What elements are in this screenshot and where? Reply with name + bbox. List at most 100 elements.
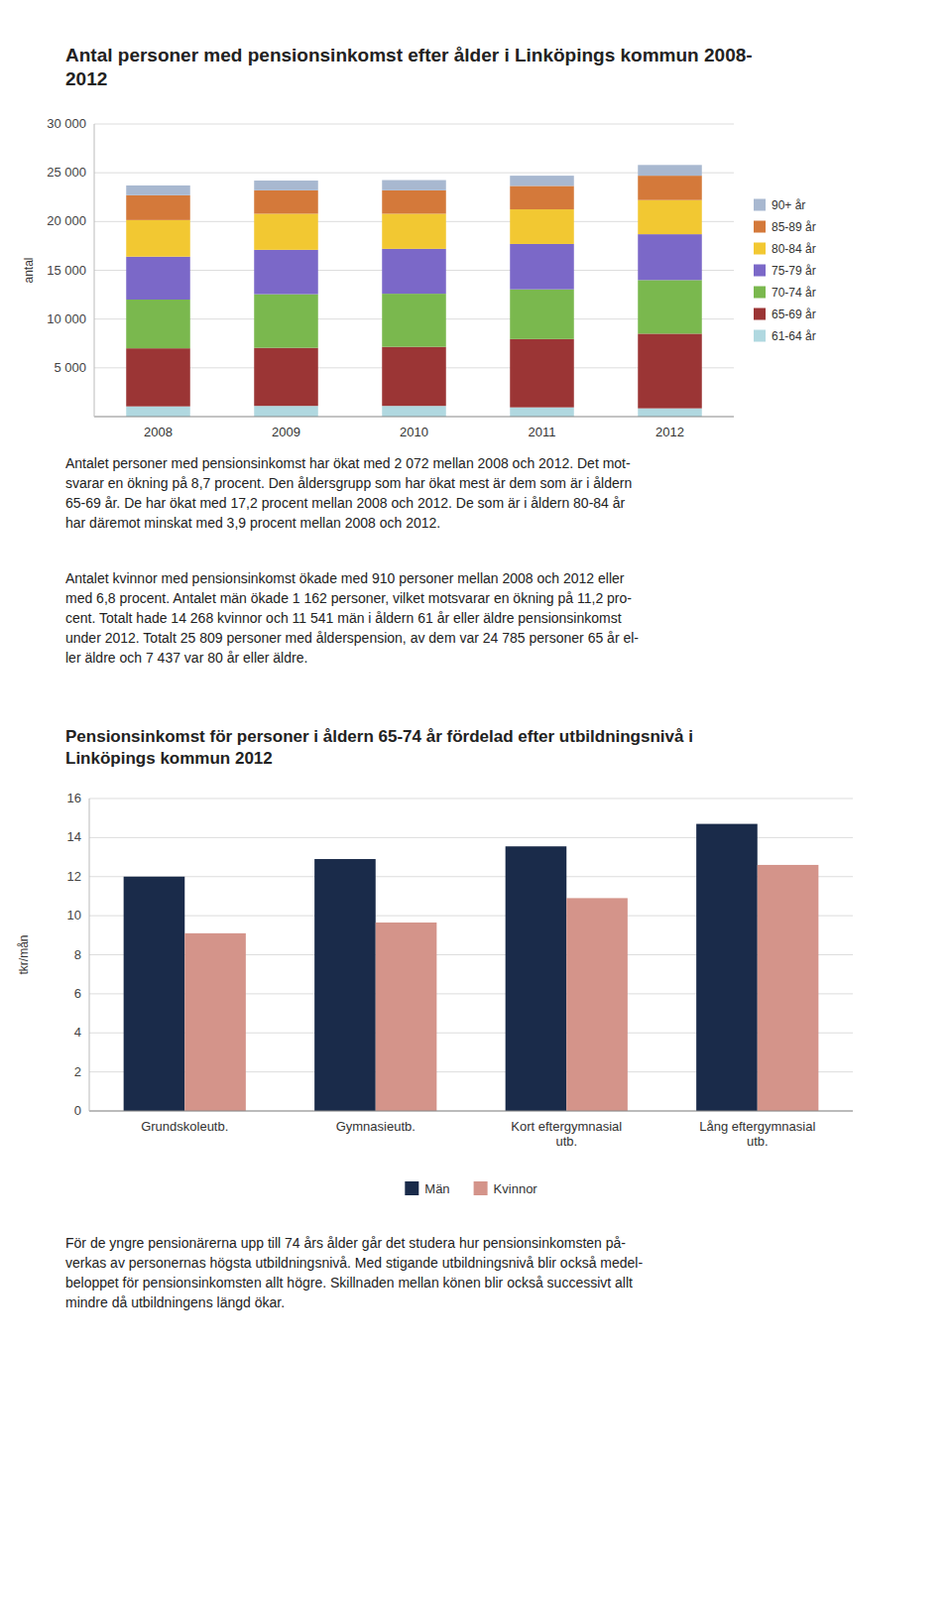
x-tick-label: Grundskoleutb. xyxy=(140,1118,229,1134)
bar-segment xyxy=(637,200,703,235)
legend-label: 70-74 år xyxy=(771,285,817,300)
y-axis-line xyxy=(94,123,96,417)
legend-label: 80-84 år xyxy=(771,241,817,256)
legend: Män Kvinnor xyxy=(404,1181,538,1196)
legend-swatch xyxy=(753,330,766,343)
text-line: Antalet kvinnor med pensionsinkomst ökad… xyxy=(65,570,625,587)
legend-label: 65-69 år xyxy=(771,307,817,322)
chart: Pensionsinkomst för personer i åldern 65… xyxy=(16,726,853,1310)
bar-segment xyxy=(253,190,319,215)
y-tick-label: 30 000 xyxy=(46,116,87,131)
text-line: 2008 xyxy=(143,424,173,440)
bar xyxy=(375,922,438,1111)
text-line: Linköpings kommun 2012 xyxy=(65,748,273,768)
legend-swatch xyxy=(753,221,766,234)
legend-swatch xyxy=(753,286,766,299)
legend-label: Kvinnor xyxy=(493,1181,539,1196)
text-line: verkas av personernas högsta utbildnings… xyxy=(65,1254,643,1271)
y-tick-label: 10 000 xyxy=(46,311,87,327)
grid xyxy=(94,123,734,368)
bar-segment xyxy=(253,213,319,249)
bar-segment xyxy=(637,234,703,280)
bar-segment xyxy=(509,243,575,290)
annotation: Antalet kvinnor med pensionsinkomst ökad… xyxy=(65,570,639,666)
bar-segment xyxy=(509,185,575,210)
bar xyxy=(566,897,628,1111)
bar-segment xyxy=(125,185,191,196)
bar-segment xyxy=(125,406,191,417)
bar-segment xyxy=(253,180,319,191)
y-tick-label: 0 xyxy=(74,1102,82,1118)
bar-segment xyxy=(637,164,703,176)
y-tick-label: 5 000 xyxy=(53,359,87,375)
x-axis-line xyxy=(89,1110,853,1112)
bar-segment xyxy=(637,175,703,201)
x-tick-label: 2009 xyxy=(271,424,301,440)
x-tick-label: Lång eftergymnasialutb. xyxy=(699,1118,816,1149)
text-line: 2010 xyxy=(399,424,429,440)
chart-title: Pensionsinkomst för personer i åldern 65… xyxy=(65,726,694,768)
bar-segment xyxy=(509,175,575,186)
bar-segment xyxy=(509,407,575,417)
text-line: utb. xyxy=(746,1133,769,1149)
y-tick-label: 20 000 xyxy=(46,213,87,229)
legend-label: 75-79 år xyxy=(771,263,817,278)
bar-segment xyxy=(381,405,447,417)
y-tick-label: 15 000 xyxy=(46,262,87,278)
text-line: Antalet personer med pensionsinkomst har… xyxy=(65,455,631,472)
text-line: under 2012. Totalt 25 809 personer med å… xyxy=(65,629,639,646)
bar-segment xyxy=(381,180,447,191)
text-line: Lång eftergymnasial xyxy=(699,1118,816,1134)
y-axis-label: antal xyxy=(21,256,36,283)
y-tick-label: 14 xyxy=(67,829,82,844)
text-line: svarar en ökning på 8,7 procent. Den åld… xyxy=(65,475,632,491)
grid-line xyxy=(89,798,853,800)
bar-segment xyxy=(253,405,319,417)
bar xyxy=(184,933,246,1111)
annotation: För de yngre pensionärerna upp till 74 å… xyxy=(65,1234,643,1310)
bar xyxy=(505,845,568,1111)
text-line: har däremot minskat med 3,9 procent mell… xyxy=(65,514,441,531)
x-tick-label: Gymnasieutb. xyxy=(336,1118,416,1134)
y-tick-label: 25 000 xyxy=(46,164,87,180)
legend-swatch xyxy=(474,1181,488,1195)
bar-segment xyxy=(637,279,703,334)
y-tick-label: 6 xyxy=(74,985,82,1001)
y-tick-label: 12 xyxy=(67,868,82,884)
y-tick-label: 10 xyxy=(67,907,82,923)
bars xyxy=(125,164,703,417)
text-line: 2012 xyxy=(655,424,685,440)
page: Antal personer med pensionsinkomst efter… xyxy=(0,0,952,1600)
text-line: Antal personer med pensionsinkomst efter… xyxy=(65,44,753,66)
text-line: med 6,8 procent. Antalet män ökade 1 162… xyxy=(65,590,632,606)
legend-label: Män xyxy=(424,1181,450,1196)
bar-segment xyxy=(381,248,447,294)
legend-swatch xyxy=(753,308,766,321)
x-axis-line xyxy=(94,416,734,418)
y-tick-label: 4 xyxy=(74,1024,82,1040)
chart-title: Antal personer med pensionsinkomst efter… xyxy=(65,44,753,90)
bar xyxy=(757,864,820,1111)
text-line: 2009 xyxy=(271,424,301,440)
bar-segment xyxy=(253,348,319,407)
text-line: ler äldre och 7 437 var 80 år eller äldr… xyxy=(65,649,308,666)
legend-label: 61-64 år xyxy=(771,329,817,344)
y-tick-label: 16 xyxy=(67,790,82,806)
bar xyxy=(123,876,186,1111)
text-line: 2011 xyxy=(528,424,557,440)
bar-segment xyxy=(253,249,319,295)
bar-segment xyxy=(253,294,319,349)
x-tick-label: 2008 xyxy=(143,424,173,440)
text-line: beloppet för pensionsinkomsten allt högr… xyxy=(65,1274,633,1291)
bar-segment xyxy=(381,213,447,248)
y-tick-label: 8 xyxy=(74,947,82,962)
bar-segment xyxy=(637,333,703,408)
x-tick-label: 2011 xyxy=(528,424,557,440)
bar-segment xyxy=(637,408,703,417)
legend-swatch xyxy=(753,199,766,212)
text-line: 2012 xyxy=(65,68,108,90)
y-tick-label: 2 xyxy=(74,1064,82,1079)
bar xyxy=(314,858,376,1111)
chart: Antal personer med pensionsinkomst efter… xyxy=(21,44,817,666)
y-axis-line xyxy=(89,798,91,1111)
